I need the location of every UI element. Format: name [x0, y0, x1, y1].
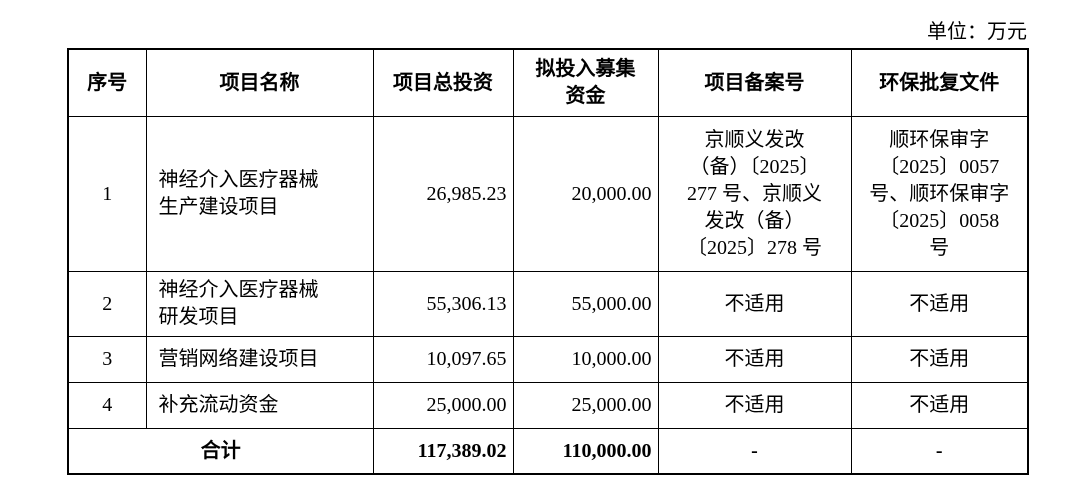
table-cell: 10,097.65 [372, 336, 514, 383]
total-cell: - [657, 428, 852, 475]
header-cell: 项目总投资 [372, 48, 514, 117]
table-cell: 顺环保审字〔2025〕0057 号、顺环保审字 〔2025〕0058 号 [850, 116, 1029, 272]
table-cell: 25,000.00 [372, 382, 514, 429]
table-cell: 1 [67, 116, 147, 272]
cell-line: 研发项目 [158, 306, 239, 328]
table-cell: 不适用 [657, 271, 852, 337]
cell-line: （备）〔2025〕 [689, 155, 820, 178]
cell-line: 神经介入医疗器械 [158, 169, 319, 191]
table-cell: 营销网络建设项目 [145, 336, 374, 383]
header-row: 序号 项目名称 项目总投资 拟投入募集 资金 项目备案号 环保批复文件 [67, 48, 1029, 117]
table-cell: 4 [67, 382, 147, 429]
table-cell: 神经介入医疗器械 生产建设项目 [145, 116, 374, 272]
header-cell: 序号 [67, 48, 147, 117]
table-cell: 补充流动资金 [145, 382, 374, 429]
table-cell: 3 [67, 336, 147, 383]
cell-line: 〔2025〕0058 [879, 209, 1000, 232]
cell-line: 号 [929, 236, 950, 259]
cell-line: 277 号、京顺义 [687, 182, 822, 205]
table-cell: 10,000.00 [512, 336, 659, 383]
header-cell: 项目名称 [145, 48, 374, 117]
header-cell: 环保批复文件 [850, 48, 1029, 117]
table-cell: 26,985.23 [372, 116, 514, 272]
table-row: 3 营销网络建设项目 10,097.65 10,000.00 不适用 不适用 [67, 336, 1029, 383]
table: 序号 项目名称 项目总投资 拟投入募集 资金 项目备案号 环保批复文件 1 神经介入医疗器械生… [67, 48, 1029, 475]
table-body: 1 神经介入医疗器械 生产建设项目 26,985.23 20,000.00 京顺义发改 （备… [67, 116, 1029, 475]
total-cell: - [850, 428, 1029, 475]
table-cell: 不适用 [850, 336, 1029, 383]
header-cell: 拟投入募集 资金 [512, 48, 659, 117]
unit-label: 单位：万元 [927, 21, 1027, 43]
cell-line: 〔2025〕278 号 [687, 236, 822, 259]
table-row: 2 神经介入医疗器械 研发项目 55,306.13 55,000.00 不适用 不适用 [67, 271, 1029, 337]
table-cell: 55,000.00 [512, 271, 659, 337]
table-row: 1 神经介入医疗器械 生产建设项目 26,985.23 20,000.00 京顺义发改 （备… [67, 116, 1029, 272]
table-cell: 20,000.00 [512, 116, 659, 272]
table-row: 4 补充流动资金 25,000.00 25,000.00 不适用 不适用 [67, 382, 1029, 429]
table-head: 序号 项目名称 项目总投资 拟投入募集 资金 项目备案号 环保批复文件 [67, 48, 1029, 117]
cell-line: 神经介入医疗器械 [158, 279, 319, 301]
cell-line: 号、顺环保审字 [869, 182, 1010, 205]
table-cell: 不适用 [850, 271, 1029, 337]
cell-line: 顺环保审字 [889, 128, 990, 151]
cell-line: 生产建设项目 [158, 196, 279, 218]
table-cell: 京顺义发改 （备）〔2025〕 277 号、京顺义 发改（备） 〔2025〕278 号 [657, 116, 852, 272]
table-cell: 2 [67, 271, 147, 337]
cell-line: 〔2025〕0057 [879, 155, 1000, 178]
total-row: 合计 117,389.02 110,000.00- - [67, 428, 1029, 475]
total-cell: 117,389.02 [372, 428, 514, 475]
table-cell: 不适用 [657, 336, 852, 383]
table-cell: 55,306.13 [372, 271, 514, 337]
table-cell: 不适用 [850, 382, 1029, 429]
header-cell: 项目备案号 [657, 48, 852, 117]
table-cell: 神经介入医疗器械 研发项目 [145, 271, 374, 337]
table-cell: 不适用 [657, 382, 852, 429]
total-cell: 110,000.00 [512, 428, 659, 475]
cell-line: 发改（备） [704, 209, 805, 232]
cell-line: 资金 [565, 85, 606, 107]
total-cell: 合计 [67, 428, 374, 475]
table-cell: 25,000.00 [512, 382, 659, 429]
cell-line: 京顺义发改 [704, 128, 805, 151]
cell-line: 拟投入募集 [535, 58, 636, 80]
